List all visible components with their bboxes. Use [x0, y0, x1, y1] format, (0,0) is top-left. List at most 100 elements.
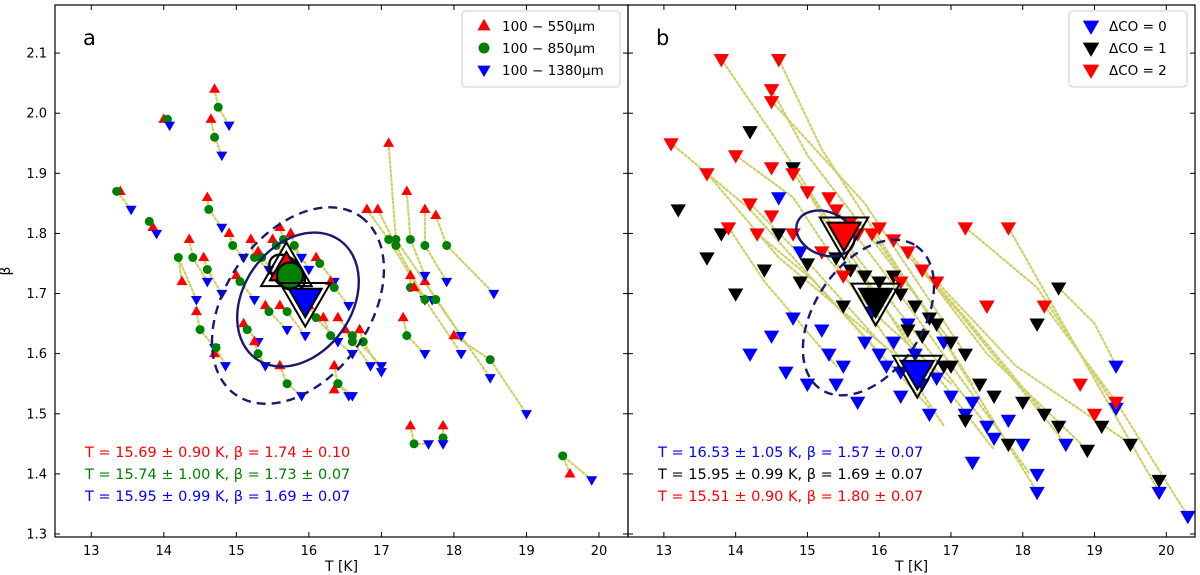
data-point--CO-1	[713, 228, 730, 242]
x-axis-label: T [K]	[894, 559, 928, 575]
data-point--CO-1	[756, 264, 773, 278]
y-tick-label: 1.3	[26, 527, 47, 542]
data-point--CO-1	[799, 258, 816, 272]
data-point-100-1380-m	[223, 121, 235, 132]
data-point-100-550-m	[564, 467, 576, 478]
data-point--CO-1	[943, 360, 959, 374]
data-point-100-850-m	[188, 252, 198, 262]
data-point--CO-0	[928, 372, 945, 386]
data-point--CO-2	[900, 246, 916, 260]
data-point--CO-0	[1058, 438, 1074, 453]
data-point--CO-0	[1015, 438, 1031, 453]
data-point-100-850-m	[405, 234, 415, 244]
data-point-100-1380-m	[520, 410, 532, 420]
data-point-100-550-m	[205, 113, 217, 123]
data-point-100-1380-m	[441, 277, 453, 288]
legend-label: 100 − 850μm	[502, 41, 595, 57]
data-point--CO-0	[1029, 468, 1045, 483]
data-point-100-550-m	[223, 227, 235, 238]
panel-b: 13 14 15 16 17 18 19 20 T [K] b ΔCO = 0 ΔCO = 1 ΔCO …	[627, 4, 1196, 575]
track-line	[705, 172, 895, 355]
data-point--CO-2	[1036, 300, 1052, 314]
data-point-100-550-m	[310, 251, 322, 262]
data-point--CO-1	[893, 288, 909, 302]
data-point-100-850-m	[202, 264, 212, 274]
data-point-100-850-m	[438, 433, 448, 443]
track-line	[405, 190, 426, 277]
data-point--CO-1	[1029, 318, 1045, 332]
x-tick-label: 19	[518, 544, 535, 559]
data-point-100-850-m	[282, 307, 292, 317]
data-point--CO-2	[763, 210, 780, 224]
data-point--CO-0	[979, 420, 995, 435]
data-point--CO-2	[771, 54, 787, 68]
legend-marker	[1082, 64, 1100, 79]
data-point--CO-2	[699, 168, 715, 182]
data-point--CO-1	[1050, 282, 1067, 296]
x-tick-label: 16	[301, 544, 318, 559]
data-point-100-1380-m	[216, 151, 228, 162]
data-point-100-550-m	[248, 335, 260, 346]
data-point--CO-2	[814, 246, 830, 260]
x-tick-label: 17	[943, 544, 960, 559]
data-point--CO-0	[878, 360, 895, 374]
data-point--CO-2	[749, 228, 765, 242]
mean-outline	[891, 354, 944, 400]
data-point-100-550-m	[230, 269, 242, 280]
data-point--CO-1	[1122, 438, 1139, 453]
data-point--CO-2	[928, 276, 945, 290]
data-point--CO-1	[1015, 396, 1031, 410]
data-point-100-550-m	[404, 419, 416, 430]
data-point--CO-1	[699, 252, 715, 266]
data-point-100-550-m	[238, 317, 250, 328]
data-point-100-850-m	[195, 325, 205, 335]
data-point-100-850-m	[311, 313, 321, 323]
data-point-100-850-m	[204, 204, 214, 214]
data-point--CO-2	[914, 264, 930, 278]
data-point--CO-0	[763, 330, 780, 344]
data-point-100-850-m	[384, 234, 394, 244]
data-point-100-850-m	[264, 307, 274, 317]
data-point-100-1380-m	[219, 362, 231, 372]
track-line	[748, 202, 881, 343]
data-point--CO-0	[885, 336, 902, 350]
data-point-100-550-m	[267, 233, 279, 244]
data-point-100-550-m	[274, 299, 286, 310]
legend-marker	[1082, 20, 1100, 35]
data-point-100-850-m	[213, 102, 223, 112]
data-point-100-850-m	[289, 240, 299, 250]
data-point--CO-1	[986, 390, 1002, 404]
data-point-100-550-m	[361, 203, 373, 213]
track-line	[806, 190, 996, 451]
data-point--CO-0	[835, 360, 852, 374]
confidence-ellipse	[235, 231, 360, 368]
data-point-100-1380-m	[455, 350, 467, 360]
data-point--CO-1	[857, 270, 873, 284]
plot-area	[663, 54, 1195, 525]
data-point--CO-0	[921, 408, 938, 423]
data-point-100-1380-m	[201, 277, 213, 288]
panel-a: 13 14 15 16 17 18 19 20 1.3 1.4 1.5 1.6 1.7 1.8 1.9 2.0…	[0, 4, 629, 575]
x-tick-label: 14	[156, 544, 173, 559]
legend-marker	[1082, 42, 1100, 57]
data-point--CO-1	[943, 336, 959, 350]
data-point--CO-1	[1151, 474, 1167, 489]
legend-label: 100 − 550μm	[502, 19, 595, 35]
x-tick-label: 13	[83, 544, 100, 559]
data-point-100-1380-m	[375, 368, 387, 378]
mean-marker-100-1380-m	[286, 287, 324, 320]
x-tick-label: 18	[446, 544, 463, 559]
track-line	[423, 280, 492, 379]
track-line	[770, 88, 953, 343]
data-point-100-850-m	[242, 325, 252, 335]
data-point--CO-1	[1036, 408, 1052, 423]
data-point--CO-2	[957, 222, 974, 236]
data-point-100-550-m	[448, 329, 460, 340]
data-point--CO-2	[799, 186, 816, 200]
data-point-100-550-m	[209, 83, 221, 93]
data-point--CO-1	[1079, 444, 1096, 459]
data-point-100-550-m	[383, 137, 395, 147]
track-line	[770, 100, 967, 355]
legend-label: ΔCO = 1	[1109, 41, 1167, 57]
y-tick-label: 1.9	[26, 167, 47, 182]
